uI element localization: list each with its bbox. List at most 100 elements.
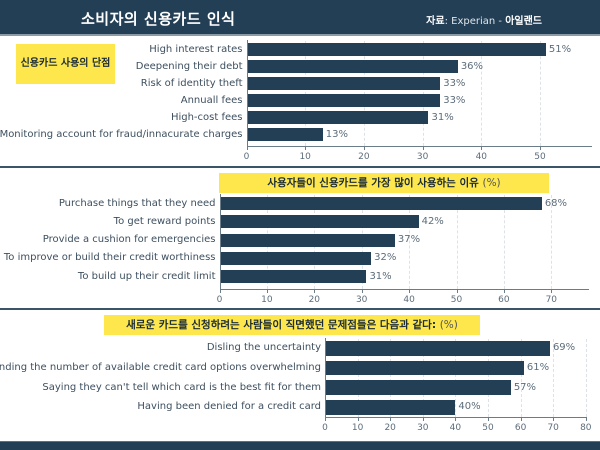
category-label: Finding the number of available credit c… [0, 361, 321, 373]
x-tick-label: 0 [322, 423, 328, 433]
bar [325, 380, 511, 395]
x-tick-label: 20 [384, 423, 396, 433]
source-org: 아일랜드 [505, 16, 542, 27]
x-tick [503, 289, 505, 293]
gridline [422, 41, 424, 146]
value-label: 68% [544, 197, 568, 209]
category-label: Deepening their debt [135, 60, 243, 72]
x-tick-label: 40 [403, 295, 415, 305]
x-axis-line [219, 289, 589, 290]
bar [219, 270, 367, 284]
x-tick-label: 50 [450, 295, 463, 305]
gridline [520, 339, 522, 417]
x-tick-label: 30 [417, 423, 429, 433]
chart2-title-unit: (%) [482, 177, 501, 189]
category-label: High-cost fees [170, 111, 243, 123]
gridline [540, 41, 541, 146]
gridline [390, 339, 392, 417]
chart3-title: 새로운 카드를 신청하려는 사람들이 직면했던 문제점들은 다음과 같다: (%… [104, 315, 480, 335]
value-label: 42% [421, 215, 444, 227]
value-label: 31% [369, 270, 392, 282]
bar [325, 400, 456, 415]
chart3-title-text: 새로운 카드를 신청하려는 사람들이 직면했던 문제점들은 다음과 같다: [126, 319, 437, 331]
bar [246, 128, 323, 141]
source-label: 자료 [426, 16, 445, 27]
y-axis-line [219, 194, 221, 290]
x-tick [219, 289, 221, 293]
x-tick-label: 60 [498, 295, 510, 305]
bar [246, 94, 441, 107]
x-tick-label: 10 [351, 423, 364, 433]
x-tick-label: 70 [545, 295, 558, 305]
x-tick [481, 146, 483, 150]
gridline [363, 41, 365, 146]
x-tick [456, 289, 458, 293]
x-tick [246, 146, 248, 150]
value-label: 33% [443, 77, 466, 89]
gridline [481, 41, 483, 146]
x-tick [363, 146, 365, 150]
chart2-title: 사용자들이 신용카드를 가장 많이 사용하는 이유 (%) [219, 173, 549, 193]
gridline [305, 41, 307, 146]
x-tick [585, 417, 587, 421]
bar [325, 341, 550, 356]
x-tick [390, 417, 392, 421]
category-label: To improve or build their credit worthin… [3, 252, 216, 264]
x-tick [422, 417, 424, 421]
category-label: High interest rates [149, 43, 243, 55]
category-label: Risk of identity theft [140, 77, 243, 89]
x-tick-label: 0 [216, 295, 223, 305]
chart2-title-text: 사용자들이 신용카드를 가장 많이 사용하는 이유 [267, 177, 479, 189]
category-label: Monitoring account for fraud/innacurate … [0, 128, 243, 140]
gridline [456, 195, 458, 289]
x-tick [361, 289, 363, 293]
category-label: Annuall fees [180, 94, 243, 106]
x-tick-label: 80 [580, 423, 592, 433]
gridline [503, 195, 505, 289]
category-label: Having been denied for a credit card [137, 401, 321, 413]
x-tick-label: 40 [449, 423, 462, 433]
x-tick-label: 20 [358, 152, 370, 162]
gridline [585, 339, 587, 417]
x-tick [540, 146, 541, 150]
category-label: Purchase things that they need [58, 197, 216, 209]
bar [246, 43, 546, 56]
gridline [455, 339, 457, 417]
bar [246, 77, 441, 90]
gridline [422, 339, 424, 417]
bar [246, 60, 458, 73]
gridline [551, 195, 553, 289]
bar [219, 197, 542, 210]
x-tick-label: 70 [547, 423, 559, 433]
category-label: Provide a cushion for emergencies [42, 234, 216, 246]
page-title: 소비자의 신용카드 인식 [81, 10, 236, 28]
value-label: 13% [325, 128, 349, 140]
x-tick-label: 20 [308, 295, 321, 305]
value-label: 40% [458, 401, 481, 413]
value-label: 36% [460, 60, 484, 72]
x-tick [422, 146, 424, 150]
x-tick [357, 417, 359, 421]
gridline [553, 339, 555, 417]
y-axis-line [325, 338, 326, 418]
divider-1 [0, 166, 600, 168]
value-label: 32% [374, 252, 397, 264]
bar [219, 233, 395, 247]
header-bar: 소비자의 신용카드 인식 자료: Experian - 아일랜드 [0, 0, 600, 36]
y-axis-line [246, 40, 248, 147]
chart3-title-unit: (%) [439, 319, 458, 331]
category-label: To get reward points [113, 215, 216, 227]
x-tick [520, 417, 522, 421]
value-label: 61% [526, 361, 550, 373]
x-tick [553, 417, 555, 421]
chart1-title: 신용카드 사용의 단점 [16, 44, 115, 84]
x-tick-label: 40 [475, 152, 488, 162]
bar [219, 251, 372, 265]
x-tick-label: 60 [514, 423, 527, 433]
gridline [409, 195, 411, 289]
source-credit: 자료: Experian - 아일랜드 [426, 12, 542, 27]
x-tick-label: 0 [243, 152, 250, 162]
category-label: To build up their credit limit [77, 270, 216, 282]
x-tick-label: 10 [261, 295, 273, 305]
x-tick-label: 50 [534, 152, 546, 162]
